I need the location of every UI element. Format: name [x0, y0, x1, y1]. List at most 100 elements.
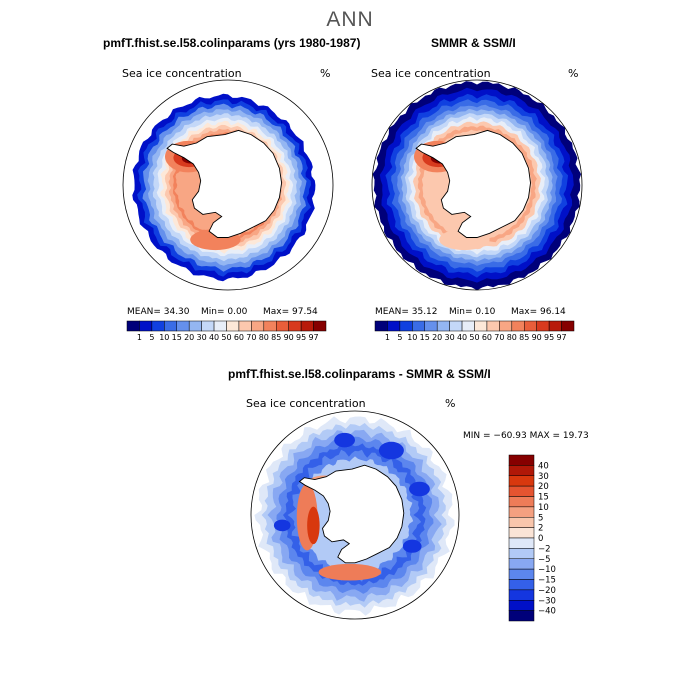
- model-cbar-tick-label: 5: [149, 333, 154, 342]
- model-cbar-swatch: [288, 320, 302, 332]
- model-antarctica: [166, 129, 283, 238]
- diff-cbar-tick-label: −15: [538, 576, 556, 586]
- model-cbar-tick-label: 10: [159, 333, 169, 342]
- diff-cbar-swatch: [508, 579, 535, 591]
- diff-cbar-tick-label: 40: [538, 461, 549, 471]
- obs-cbar-swatch: [412, 320, 425, 332]
- model-cbar-swatch: [126, 320, 140, 332]
- model-cbar-tick-label: 90: [284, 333, 294, 342]
- diff-positive-patch: [307, 506, 320, 545]
- model-cbar-tick-label: 85: [271, 333, 281, 342]
- model-cbar-swatch: [238, 320, 252, 332]
- model-cbar-swatch: [226, 320, 240, 332]
- model-map: [122, 79, 334, 291]
- obs-cbar-tick-label: 70: [494, 333, 504, 342]
- diff-cbar-swatch: [508, 548, 535, 559]
- obs-cbar-swatch: [461, 320, 475, 332]
- obs-cbar-tick-label: 30: [445, 333, 455, 342]
- obs-field-label: Sea ice concentration: [371, 67, 491, 80]
- model-cbar-tick-label: 15: [172, 333, 182, 342]
- obs-cbar-swatch: [436, 320, 450, 332]
- model-cbar-tick-label: 1: [137, 333, 142, 342]
- diff-cbar-tick-label: −2: [538, 544, 551, 554]
- diff-cbar-tick-label: 20: [538, 482, 549, 492]
- model-max-text: Max= 97.54: [263, 307, 318, 317]
- diff-cbar-swatch: [508, 475, 535, 487]
- obs-colorbar: 1 5 10 15 20 30 40 50 60 70 80 85 90 95 97: [374, 320, 575, 342]
- model-cbar-swatch: [263, 320, 277, 332]
- diff-cbar-swatch: [508, 558, 535, 570]
- obs-cbar-tick-label: 60: [482, 333, 492, 342]
- diff-cbar-swatch: [508, 610, 535, 622]
- obs-cbar-swatch: [511, 320, 525, 332]
- diff-cbar-tick-label: 15: [538, 493, 549, 503]
- diff-cbar-swatch: [508, 454, 535, 466]
- obs-cbar-tick-label: 15: [420, 333, 430, 342]
- diff-cbar-tick-label: 10: [538, 503, 549, 513]
- model-map-boundary: [122, 79, 334, 291]
- obs-cbar-tick-label: 5: [397, 333, 402, 342]
- diff-cbar-swatch: [508, 485, 535, 497]
- model-cbar-swatch: [213, 320, 227, 332]
- obs-units: %: [568, 67, 579, 80]
- obs-cbar-tick-label: 40: [457, 333, 467, 342]
- obs-cbar-tick-label: 1: [385, 333, 390, 342]
- model-panel-title: pmfT.fhist.se.l58.colinparams (yrs 1980-…: [103, 36, 361, 50]
- obs-cbar-tick-label: 10: [407, 333, 417, 342]
- diff-cbar-swatch: [508, 568, 535, 580]
- obs-cbar-swatch: [424, 320, 438, 332]
- diff-cbar-tick-label: −10: [538, 565, 556, 575]
- diff-cbar-tick-label: −20: [538, 586, 556, 596]
- diff-cbar-swatch: [508, 537, 535, 549]
- model-field-label: Sea ice concentration: [122, 67, 242, 80]
- model-cbar-swatch: [151, 320, 165, 332]
- model-cbar-tick-label: 95: [296, 333, 306, 342]
- obs-cbar-swatch: [499, 320, 513, 332]
- model-cbar-tick-label: 50: [221, 333, 231, 342]
- diff-cbar-swatch: [508, 600, 535, 611]
- diff-cbar-tick-label: −30: [538, 596, 556, 606]
- model-cbar-tick-label: 97: [308, 333, 318, 342]
- diff-cbar-tick-label: −40: [538, 607, 556, 617]
- diff-cbar-swatch: [508, 506, 535, 518]
- obs-cbar-tick-label: 20: [432, 333, 442, 342]
- model-cbar-swatch: [176, 320, 190, 332]
- obs-cbar-swatch: [536, 320, 550, 332]
- model-cbar-swatch: [313, 320, 327, 332]
- obs-min-text: Min= 0.10: [449, 307, 496, 317]
- diff-cbar-tick-label: 30: [538, 472, 549, 482]
- diff-positive-patch: [318, 563, 381, 581]
- model-cbar-tick-label: 30: [197, 333, 207, 342]
- obs-cbar-tick-label: 85: [519, 333, 529, 342]
- diff-map-boundary: [250, 410, 460, 620]
- obs-panel-title: SMMR & SSM/I: [431, 36, 516, 50]
- model-min-text: Min= 0.00: [201, 307, 248, 317]
- obs-cbar-tick-label: 95: [544, 333, 554, 342]
- model-cbar-swatch: [276, 320, 289, 332]
- model-mean-text: MEAN= 34.30: [127, 307, 190, 317]
- diff-cbar-swatch: [508, 465, 535, 476]
- obs-cbar-swatch: [474, 320, 488, 332]
- obs-cbar-swatch: [374, 320, 388, 332]
- obs-cbar-swatch: [486, 320, 500, 332]
- obs-cbar-tick-label: 97: [556, 333, 566, 342]
- model-cbar-swatch: [164, 320, 177, 332]
- obs-cbar-swatch: [399, 320, 413, 332]
- diff-cbar-tick-label: 5: [538, 513, 543, 523]
- model-units: %: [320, 67, 331, 80]
- obs-cbar-swatch: [524, 320, 537, 332]
- model-cbar-swatch: [201, 320, 215, 332]
- diff-cbar-swatch: [508, 527, 535, 539]
- obs-max-text: Max= 96.14: [511, 307, 566, 317]
- diff-cbar-tick-label: −5: [538, 555, 551, 565]
- diff-cbar-swatch: [508, 496, 535, 508]
- diff-negative-patch: [402, 539, 422, 553]
- model-cbar-swatch: [251, 320, 265, 332]
- diff-negative-patch: [409, 481, 430, 497]
- diff-negative-patch: [334, 432, 355, 448]
- model-colorbar: 1 5 10 15 20 30 40 50 60 70 80 85 90 95 97: [126, 320, 327, 342]
- obs-mean-text: MEAN= 35.12: [375, 307, 438, 317]
- obs-cbar-tick-label: 90: [532, 333, 542, 342]
